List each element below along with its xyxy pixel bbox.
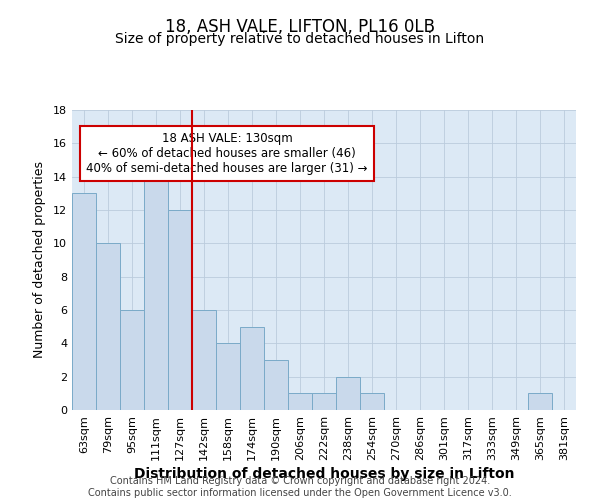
Bar xyxy=(336,376,360,410)
Text: Contains HM Land Registry data © Crown copyright and database right 2024.
Contai: Contains HM Land Registry data © Crown c… xyxy=(88,476,512,498)
Bar xyxy=(528,394,552,410)
Text: Size of property relative to detached houses in Lifton: Size of property relative to detached ho… xyxy=(115,32,485,46)
Bar xyxy=(360,394,384,410)
Bar xyxy=(288,394,312,410)
Bar xyxy=(168,210,192,410)
Bar xyxy=(192,310,216,410)
Bar xyxy=(120,310,144,410)
Bar xyxy=(72,194,96,410)
Bar xyxy=(96,244,120,410)
Bar xyxy=(240,326,264,410)
X-axis label: Distribution of detached houses by size in Lifton: Distribution of detached houses by size … xyxy=(134,467,514,481)
Bar xyxy=(264,360,288,410)
Bar xyxy=(216,344,240,410)
Text: 18, ASH VALE, LIFTON, PL16 0LB: 18, ASH VALE, LIFTON, PL16 0LB xyxy=(165,18,435,36)
Y-axis label: Number of detached properties: Number of detached properties xyxy=(33,162,46,358)
Text: 18 ASH VALE: 130sqm
← 60% of detached houses are smaller (46)
40% of semi-detach: 18 ASH VALE: 130sqm ← 60% of detached ho… xyxy=(86,132,368,175)
Bar xyxy=(144,176,168,410)
Bar xyxy=(312,394,336,410)
